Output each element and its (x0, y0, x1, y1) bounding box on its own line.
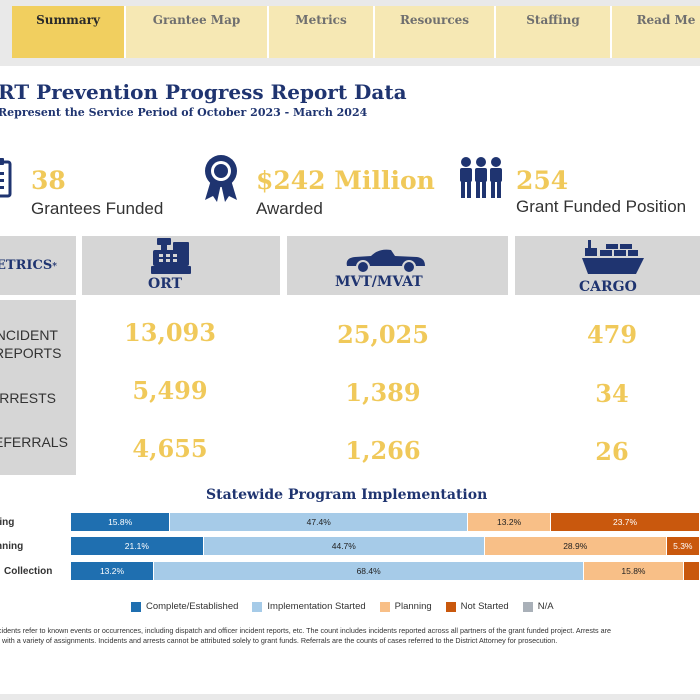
car-icon (346, 249, 425, 274)
value-mvt-referrals: 1,266 (345, 436, 421, 465)
value-mvt-arrests: 1,389 (345, 378, 421, 407)
legend-swatch-implementation (252, 601, 263, 612)
legend-item-implementation: Implementation Started (252, 601, 366, 612)
bar-segment-not-started: 5.3% (666, 537, 700, 555)
kpi-grantees-value: 38 (31, 166, 66, 195)
legend-item-not-started: Not Started (445, 601, 509, 612)
row-label-column (0, 300, 76, 475)
bar-staffing: 15.8% 47.4% 13.2% 23.7% (71, 513, 700, 531)
cargo-ship-icon (582, 240, 644, 274)
cash-register-icon (151, 238, 191, 274)
metrics-header-box (0, 236, 76, 295)
bar-segment-implementation: 68.4% (154, 562, 585, 580)
people-group-icon (460, 157, 502, 198)
value-ort-incidents: 13,093 (124, 318, 216, 347)
summary-panel: RT Prevention Progress Report Data Repre… (0, 66, 700, 694)
tab-read-me[interactable]: Read Me (612, 6, 700, 58)
bar-segment-implementation: 47.4% (170, 513, 469, 531)
row-label-arrests: RRESTS (0, 390, 56, 406)
value-ort-arrests: 5,499 (132, 376, 208, 405)
tab-grantee-map[interactable]: Grantee Map (126, 6, 269, 58)
value-mvt-incidents: 25,025 (337, 320, 429, 349)
bar-label-planning: nning (0, 541, 24, 552)
legend-item-planning: Planning (379, 601, 432, 612)
page-subtitle: Represent the Service Period of October … (0, 106, 368, 119)
kpi-awarded-label: Awarded (256, 199, 323, 218)
bar-segment-planning: 13.2% (468, 513, 552, 531)
legend-swatch-planning (379, 601, 390, 612)
footnote: ncidents refer to known events or occurr… (0, 626, 611, 645)
bar-segment-complete: 21.1% (71, 537, 204, 555)
bar-segment-not-started: 23.7% (551, 513, 700, 531)
tab-metrics[interactable]: Metrics (269, 6, 375, 58)
bar-segment-complete: 15.8% (71, 513, 171, 531)
column-label-ort: ORT (148, 276, 183, 292)
kpi-positions-label: Grant Funded Position (516, 197, 687, 216)
metrics-header-label: ETRICS* (0, 258, 57, 273)
tab-bar: Summary Grantee Map Metrics Resources St… (12, 6, 700, 58)
tab-resources[interactable]: Resources (375, 6, 496, 58)
column-label-cargo: CARGO (579, 279, 637, 295)
value-cargo-arrests: 34 (595, 379, 629, 408)
kpi-awarded-value: $242 Million (256, 166, 435, 195)
row-label-incident-reports: NCIDENT REPORTS (0, 327, 62, 361)
legend-swatch-complete (131, 601, 141, 612)
bar-segment-complete: 13.2% (71, 562, 155, 580)
tab-staffing[interactable]: Staffing (496, 6, 612, 58)
chart-legend: Complete/Established Implementation Star… (131, 601, 554, 612)
bar-segment-not-started (683, 562, 700, 580)
clipboard-icon (0, 158, 12, 198)
legend-item-complete: Complete/Established (131, 601, 238, 612)
bar-planning: 21.1% 44.7% 28.9% 5.3% (71, 537, 700, 555)
bar-segment-implementation: 44.7% (203, 537, 485, 555)
page-title: RT Prevention Progress Report Data (0, 80, 407, 104)
legend-swatch-na (522, 601, 533, 612)
bar-segment-planning: 15.8% (584, 562, 684, 580)
value-cargo-incidents: 479 (586, 320, 638, 349)
implementation-chart-title: Statewide Program Implementation (206, 487, 488, 503)
award-ribbon-icon (205, 155, 237, 202)
bar-label-staffing: fing (0, 517, 15, 528)
tab-summary[interactable]: Summary (12, 6, 126, 58)
row-label-referrals: EFERRALS (0, 434, 68, 450)
bar-segment-planning: 28.9% (484, 537, 667, 555)
value-cargo-referrals: 26 (595, 437, 629, 466)
kpi-grantees-label: Grantees Funded (31, 199, 164, 218)
bar-data-collection: 13.2% 68.4% 15.8% (71, 562, 700, 580)
value-ort-referrals: 4,655 (132, 434, 208, 463)
legend-swatch-not-started (445, 601, 456, 612)
column-label-mvt: MVT/MVAT (335, 274, 423, 290)
bar-label-data-collection: Collection (4, 566, 53, 577)
kpi-positions-value: 254 (516, 166, 569, 195)
legend-item-na: N/A (522, 601, 554, 612)
